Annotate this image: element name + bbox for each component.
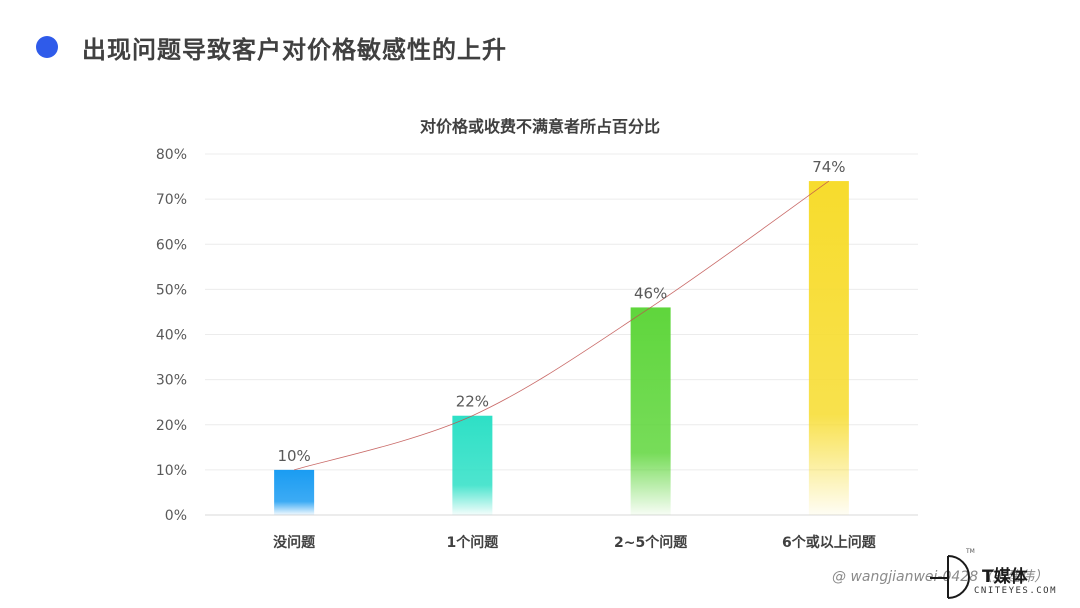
data-label: 74%	[812, 158, 845, 176]
bar	[274, 469, 315, 515]
bullet-dot-icon	[36, 36, 58, 58]
slide-header: 出现问题导致客户对价格敏感性的上升	[36, 26, 507, 68]
bar	[452, 415, 493, 515]
chart-title: 对价格或收费不满意者所占百分比	[420, 117, 660, 136]
y-tick-label: 50%	[156, 282, 187, 298]
x-tick-label: 6个或以上问题	[782, 534, 877, 551]
y-tick-label: 60%	[156, 237, 187, 253]
bar	[630, 307, 671, 515]
y-tick-label: 20%	[156, 418, 187, 434]
brand-mark-icon	[930, 555, 970, 599]
y-tick-label: 30%	[156, 373, 187, 389]
brand-logo: TM T媒体 CNITEYES.COM	[928, 548, 1068, 600]
x-tick-label: 没问题	[273, 534, 316, 551]
y-tick-label: 70%	[156, 192, 187, 208]
brand-tm: TM	[966, 548, 975, 555]
x-axis-ticks: 没问题 1个问题 2~5个问题 6个或以上问题	[273, 534, 877, 551]
x-tick-label: 1个问题	[447, 534, 500, 551]
data-label: 10%	[277, 447, 310, 465]
y-tick-label: 0%	[165, 508, 187, 524]
gridlines	[205, 153, 918, 516]
x-tick-label: 2~5个问题	[614, 534, 688, 551]
data-label: 22%	[456, 393, 489, 411]
y-tick-label: 10%	[156, 463, 187, 479]
bar	[808, 181, 849, 515]
y-tick-label: 40%	[156, 328, 187, 344]
brand-name: T媒体	[982, 567, 1028, 587]
slide-title: 出现问题导致客户对价格敏感性的上升	[82, 35, 507, 64]
bars	[274, 181, 849, 515]
data-label: 46%	[634, 284, 667, 302]
brand-sub: CNITEYES.COM	[974, 586, 1058, 596]
data-labels: 10% 22% 46% 74%	[277, 158, 845, 465]
trendline	[294, 180, 830, 471]
trendline-path	[294, 180, 830, 471]
y-axis-ticks: 0% 10% 20% 30% 40% 50% 60% 70% 80%	[156, 147, 187, 524]
y-tick-label: 80%	[156, 147, 187, 163]
